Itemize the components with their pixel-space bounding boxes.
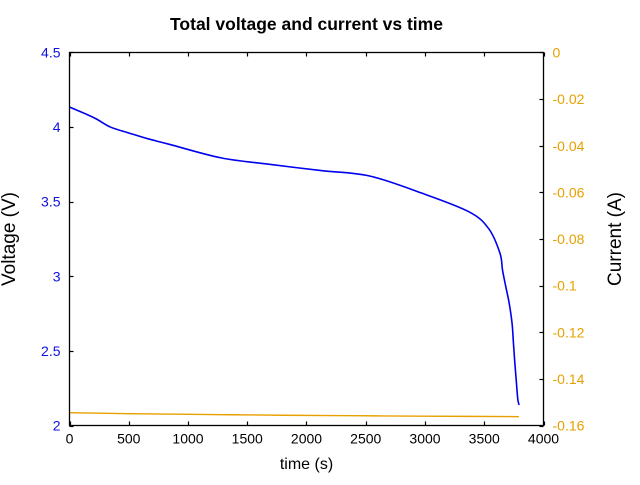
svg-text:4.5: 4.5 (41, 45, 61, 61)
svg-text:Voltage (V): Voltage (V) (0, 192, 20, 286)
svg-text:1000: 1000 (172, 431, 203, 447)
svg-text:time (s): time (s) (280, 456, 333, 473)
svg-text:1500: 1500 (232, 431, 263, 447)
svg-text:3000: 3000 (409, 431, 440, 447)
svg-text:Current (A): Current (A) (605, 192, 626, 286)
svg-text:-0.1: -0.1 (553, 278, 577, 294)
svg-text:500: 500 (117, 431, 141, 447)
svg-text:-0.04: -0.04 (553, 138, 585, 154)
svg-text:-0.14: -0.14 (553, 371, 585, 387)
svg-text:2: 2 (53, 418, 61, 434)
svg-text:3.5: 3.5 (41, 194, 61, 210)
svg-text:-0.08: -0.08 (553, 231, 585, 247)
svg-text:-0.16: -0.16 (553, 418, 585, 434)
svg-text:0: 0 (66, 431, 74, 447)
svg-text:4: 4 (53, 119, 61, 135)
svg-text:2500: 2500 (350, 431, 381, 447)
svg-text:Total voltage and current vs t: Total voltage and current vs time (170, 14, 443, 34)
svg-text:3: 3 (53, 268, 61, 284)
svg-text:2000: 2000 (291, 431, 322, 447)
svg-text:-0.12: -0.12 (553, 324, 585, 340)
svg-text:0: 0 (553, 45, 561, 61)
svg-text:3500: 3500 (469, 431, 500, 447)
svg-text:-0.02: -0.02 (553, 91, 585, 107)
svg-text:2.5: 2.5 (41, 343, 61, 359)
svg-text:-0.06: -0.06 (553, 184, 585, 200)
